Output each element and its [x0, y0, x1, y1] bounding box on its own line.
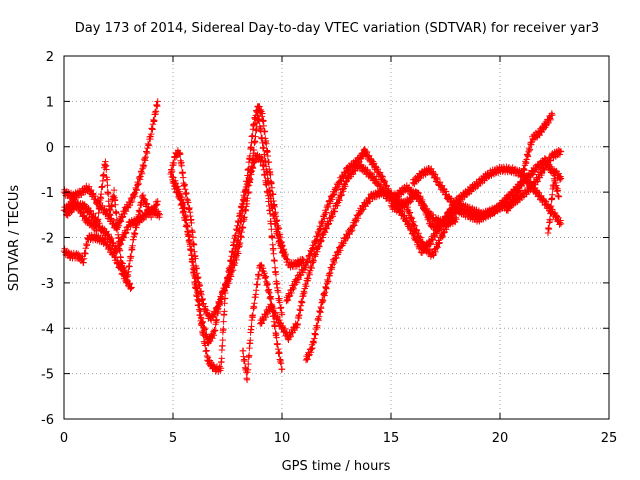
- x-tick-label: 5: [169, 431, 177, 446]
- series-4-markers: [63, 199, 164, 256]
- series-8: [239, 261, 286, 383]
- chart-title: Day 173 of 2014, Sidereal Day-to-day VTE…: [75, 21, 599, 36]
- x-axis-label: GPS time / hours: [282, 459, 391, 474]
- series-11-markers: [283, 145, 565, 305]
- y-tick-label: -3: [41, 277, 54, 292]
- series-13-markers: [409, 155, 565, 225]
- x-tick-label: 20: [492, 431, 509, 446]
- x-tick-label: 10: [274, 431, 291, 446]
- y-tick-label: 0: [46, 141, 54, 156]
- y-tick-label: -4: [41, 322, 54, 337]
- y-tick-label: -2: [41, 232, 54, 247]
- series-8-markers: [239, 261, 286, 383]
- series-15-markers: [544, 175, 563, 237]
- x-tick-label: 15: [383, 431, 400, 446]
- y-tick-label: -6: [41, 413, 54, 428]
- series-7-markers: [169, 151, 286, 375]
- data-marks: [60, 98, 565, 383]
- series-15: [544, 175, 563, 237]
- x-tick-label: 0: [60, 431, 68, 446]
- y-tick-label: 1: [46, 95, 54, 110]
- series-7: [169, 151, 286, 375]
- axis-ticks: 0 5 10 15 20 25 -6 -5 -4 -3 -2 -1 0 1 2: [41, 50, 617, 446]
- y-axis-label: SDTVAR / TECUs: [7, 185, 22, 292]
- y-tick-label: 2: [46, 50, 54, 65]
- series-4: [63, 199, 164, 256]
- series-14-markers: [503, 110, 556, 214]
- series-14: [503, 110, 556, 214]
- series-11: [283, 145, 565, 305]
- series-13: [409, 155, 565, 225]
- y-tick-label: -1: [41, 186, 54, 201]
- y-tick-label: -5: [41, 368, 54, 383]
- x-tick-label: 25: [601, 431, 618, 446]
